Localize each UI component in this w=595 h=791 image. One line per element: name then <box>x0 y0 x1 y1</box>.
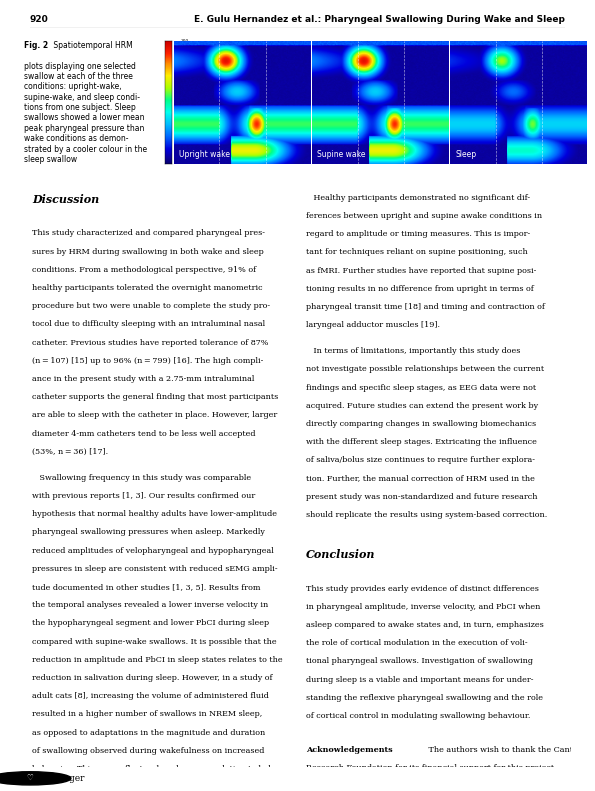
Text: This study provides early evidence of distinct differences: This study provides early evidence of di… <box>306 585 538 592</box>
Text: tant for techniques reliant on supine positioning, such: tant for techniques reliant on supine po… <box>306 248 527 256</box>
Circle shape <box>0 772 71 785</box>
Text: as fMRI. Further studies have reported that supine posi-: as fMRI. Further studies have reported t… <box>306 267 536 274</box>
Text: Supine wake: Supine wake <box>317 149 366 159</box>
Text: not investigate possible relationships between the current: not investigate possible relationships b… <box>306 365 544 373</box>
Text: the role of cortical modulation in the execution of voli-: the role of cortical modulation in the e… <box>306 639 527 647</box>
Text: sures by HRM during swallowing in both wake and sleep: sures by HRM during swallowing in both w… <box>32 248 264 255</box>
Text: tocol due to difficulty sleeping with an intraluminal nasal: tocol due to difficulty sleeping with an… <box>32 320 265 328</box>
Text: Spatiotemporal HRM: Spatiotemporal HRM <box>51 41 133 50</box>
Text: resulted in a higher number of swallows in NREM sleep,: resulted in a higher number of swallows … <box>32 710 262 718</box>
Text: supine-wake, and sleep condi-: supine-wake, and sleep condi- <box>24 93 140 102</box>
Text: with the different sleep stages. Extricating the influence: with the different sleep stages. Extrica… <box>306 438 537 446</box>
Text: pharyngeal transit time [18] and timing and contraction of: pharyngeal transit time [18] and timing … <box>306 303 544 311</box>
Text: of saliva/bolus size continues to require further explora-: of saliva/bolus size continues to requir… <box>306 456 535 464</box>
Text: ferences between upright and supine awake conditions in: ferences between upright and supine awak… <box>306 212 542 220</box>
Text: Healthy participants demonstrated no significant dif-: Healthy participants demonstrated no sig… <box>306 194 530 202</box>
Text: directly comparing changes in swallowing biomechanics: directly comparing changes in swallowing… <box>306 420 536 428</box>
Text: pharyngeal swallowing pressures when asleep. Markedly: pharyngeal swallowing pressures when asl… <box>32 528 265 536</box>
Text: the temporal analyses revealed a lower inverse velocity in: the temporal analyses revealed a lower i… <box>32 601 268 609</box>
Text: Upright wake: Upright wake <box>179 149 230 159</box>
Text: Swallowing frequency in this study was comparable: Swallowing frequency in this study was c… <box>32 474 251 482</box>
Text: Fig. 2: Fig. 2 <box>24 41 48 50</box>
Text: regard to amplitude or timing measures. This is impor-: regard to amplitude or timing measures. … <box>306 230 530 238</box>
Text: ance in the present study with a 2.75-mm intraluminal: ance in the present study with a 2.75-mm… <box>32 375 255 383</box>
Text: acquired. Future studies can extend the present work by: acquired. Future studies can extend the … <box>306 402 538 410</box>
Text: tional pharyngeal swallows. Investigation of swallowing: tional pharyngeal swallows. Investigatio… <box>306 657 533 665</box>
Text: of swallowing observed during wakefulness on increased: of swallowing observed during wakefulnes… <box>32 747 264 755</box>
Text: compared with supine-wake swallows. It is possible that the: compared with supine-wake swallows. It i… <box>32 638 277 645</box>
Text: healthy participants tolerated the overnight manometric: healthy participants tolerated the overn… <box>32 284 262 292</box>
Text: with previous reports [1, 3]. Our results confirmed our: with previous reports [1, 3]. Our result… <box>32 492 255 500</box>
Text: adult cats [8], increasing the volume of administered fluid: adult cats [8], increasing the volume of… <box>32 692 269 700</box>
Text: standing the reflexive pharyngeal swallowing and the role: standing the reflexive pharyngeal swallo… <box>306 694 543 702</box>
Text: tion. Further, the manual correction of HRM used in the: tion. Further, the manual correction of … <box>306 475 534 483</box>
Text: (53%, n = 36) [17].: (53%, n = 36) [17]. <box>32 448 108 456</box>
Text: tude documented in other studies [1, 3, 5]. Results from: tude documented in other studies [1, 3, … <box>32 583 261 591</box>
Text: sleep swallow: sleep swallow <box>24 155 77 164</box>
Text: 100: 100 <box>180 100 189 104</box>
Text: Sleep: Sleep <box>455 149 477 159</box>
Text: Conclusion: Conclusion <box>306 549 375 560</box>
Text: conditions. From a methodological perspective, 91% of: conditions. From a methodological perspe… <box>32 266 256 274</box>
Text: Springer: Springer <box>44 774 84 783</box>
Text: wake conditions as demon-: wake conditions as demon- <box>24 134 129 143</box>
Text: should replicate the results using system-based correction.: should replicate the results using syste… <box>306 511 547 519</box>
Text: are able to sleep with the catheter in place. However, larger: are able to sleep with the catheter in p… <box>32 411 277 419</box>
Text: peak pharyngeal pressure than: peak pharyngeal pressure than <box>24 124 144 133</box>
Text: procedure but two were unable to complete the study pro-: procedure but two were unable to complet… <box>32 302 270 310</box>
Text: laryngeal adductor muscles [19].: laryngeal adductor muscles [19]. <box>306 321 440 329</box>
Text: 0: 0 <box>180 161 183 165</box>
Text: as opposed to adaptations in the magnitude and duration: as opposed to adaptations in the magnitu… <box>32 729 265 736</box>
Text: In terms of limitations, importantly this study does: In terms of limitations, importantly thi… <box>306 347 520 355</box>
Text: Acknowledgements: Acknowledgements <box>306 746 392 754</box>
Text: bolus size. This may reflect reduced accommodation to bolus: bolus size. This may reflect reduced acc… <box>32 765 280 773</box>
Text: strated by a cooler colour in the: strated by a cooler colour in the <box>24 145 147 153</box>
Text: Discussion: Discussion <box>32 194 99 205</box>
Text: reduction in salivation during sleep. However, in a study of: reduction in salivation during sleep. Ho… <box>32 674 273 682</box>
Text: Research Foundation for its financial support for this project.: Research Foundation for its financial su… <box>306 764 556 772</box>
Text: findings and specific sleep stages, as EEG data were not: findings and specific sleep stages, as E… <box>306 384 536 392</box>
Text: plots displaying one selected: plots displaying one selected <box>24 62 136 70</box>
Text: 920: 920 <box>30 14 49 24</box>
Text: reduced amplitudes of velopharyngeal and hypopharyngeal: reduced amplitudes of velopharyngeal and… <box>32 547 274 554</box>
Text: 200: 200 <box>180 40 189 44</box>
Text: swallow at each of the three: swallow at each of the three <box>24 72 133 81</box>
Text: in pharyngeal amplitude, inverse velocity, and PbCI when: in pharyngeal amplitude, inverse velocit… <box>306 603 540 611</box>
Text: diameter 4-mm catheters tend to be less well accepted: diameter 4-mm catheters tend to be less … <box>32 430 255 437</box>
Text: tions from one subject. Sleep: tions from one subject. Sleep <box>24 103 136 112</box>
Text: swallows showed a lower mean: swallows showed a lower mean <box>24 113 145 123</box>
Text: pressures in sleep are consistent with reduced sEMG ampli-: pressures in sleep are consistent with r… <box>32 565 278 573</box>
Text: reduction in amplitude and PbCI in sleep states relates to the: reduction in amplitude and PbCI in sleep… <box>32 656 283 664</box>
Text: present study was non-standardized and future research: present study was non-standardized and f… <box>306 493 537 501</box>
Text: The authors wish to thank the Canterbury Medical: The authors wish to thank the Canterbury… <box>426 746 595 754</box>
Text: the hypopharyngeal segment and lower PbCI during sleep: the hypopharyngeal segment and lower PbC… <box>32 619 269 627</box>
Text: tioning results in no difference from upright in terms of: tioning results in no difference from up… <box>306 285 534 293</box>
Text: conditions: upright-wake,: conditions: upright-wake, <box>24 82 121 91</box>
Text: (n = 107) [15] up to 96% (n = 799) [16]. The high compli-: (n = 107) [15] up to 96% (n = 799) [16].… <box>32 357 264 365</box>
Text: catheter supports the general finding that most participants: catheter supports the general finding th… <box>32 393 278 401</box>
Text: E. Gulu Hernandez et al.: Pharyngeal Swallowing During Wake and Sleep: E. Gulu Hernandez et al.: Pharyngeal Swa… <box>195 14 565 24</box>
Text: hypothesis that normal healthy adults have lower-amplitude: hypothesis that normal healthy adults ha… <box>32 510 277 518</box>
Text: during sleep is a viable and important means for under-: during sleep is a viable and important m… <box>306 676 533 683</box>
Text: This study characterized and compared pharyngeal pres-: This study characterized and compared ph… <box>32 229 265 237</box>
Text: of cortical control in modulating swallowing behaviour.: of cortical control in modulating swallo… <box>306 712 530 720</box>
Text: asleep compared to awake states and, in turn, emphasizes: asleep compared to awake states and, in … <box>306 621 543 629</box>
Text: catheter. Previous studies have reported tolerance of 87%: catheter. Previous studies have reported… <box>32 339 268 346</box>
Text: ♡: ♡ <box>27 774 34 783</box>
